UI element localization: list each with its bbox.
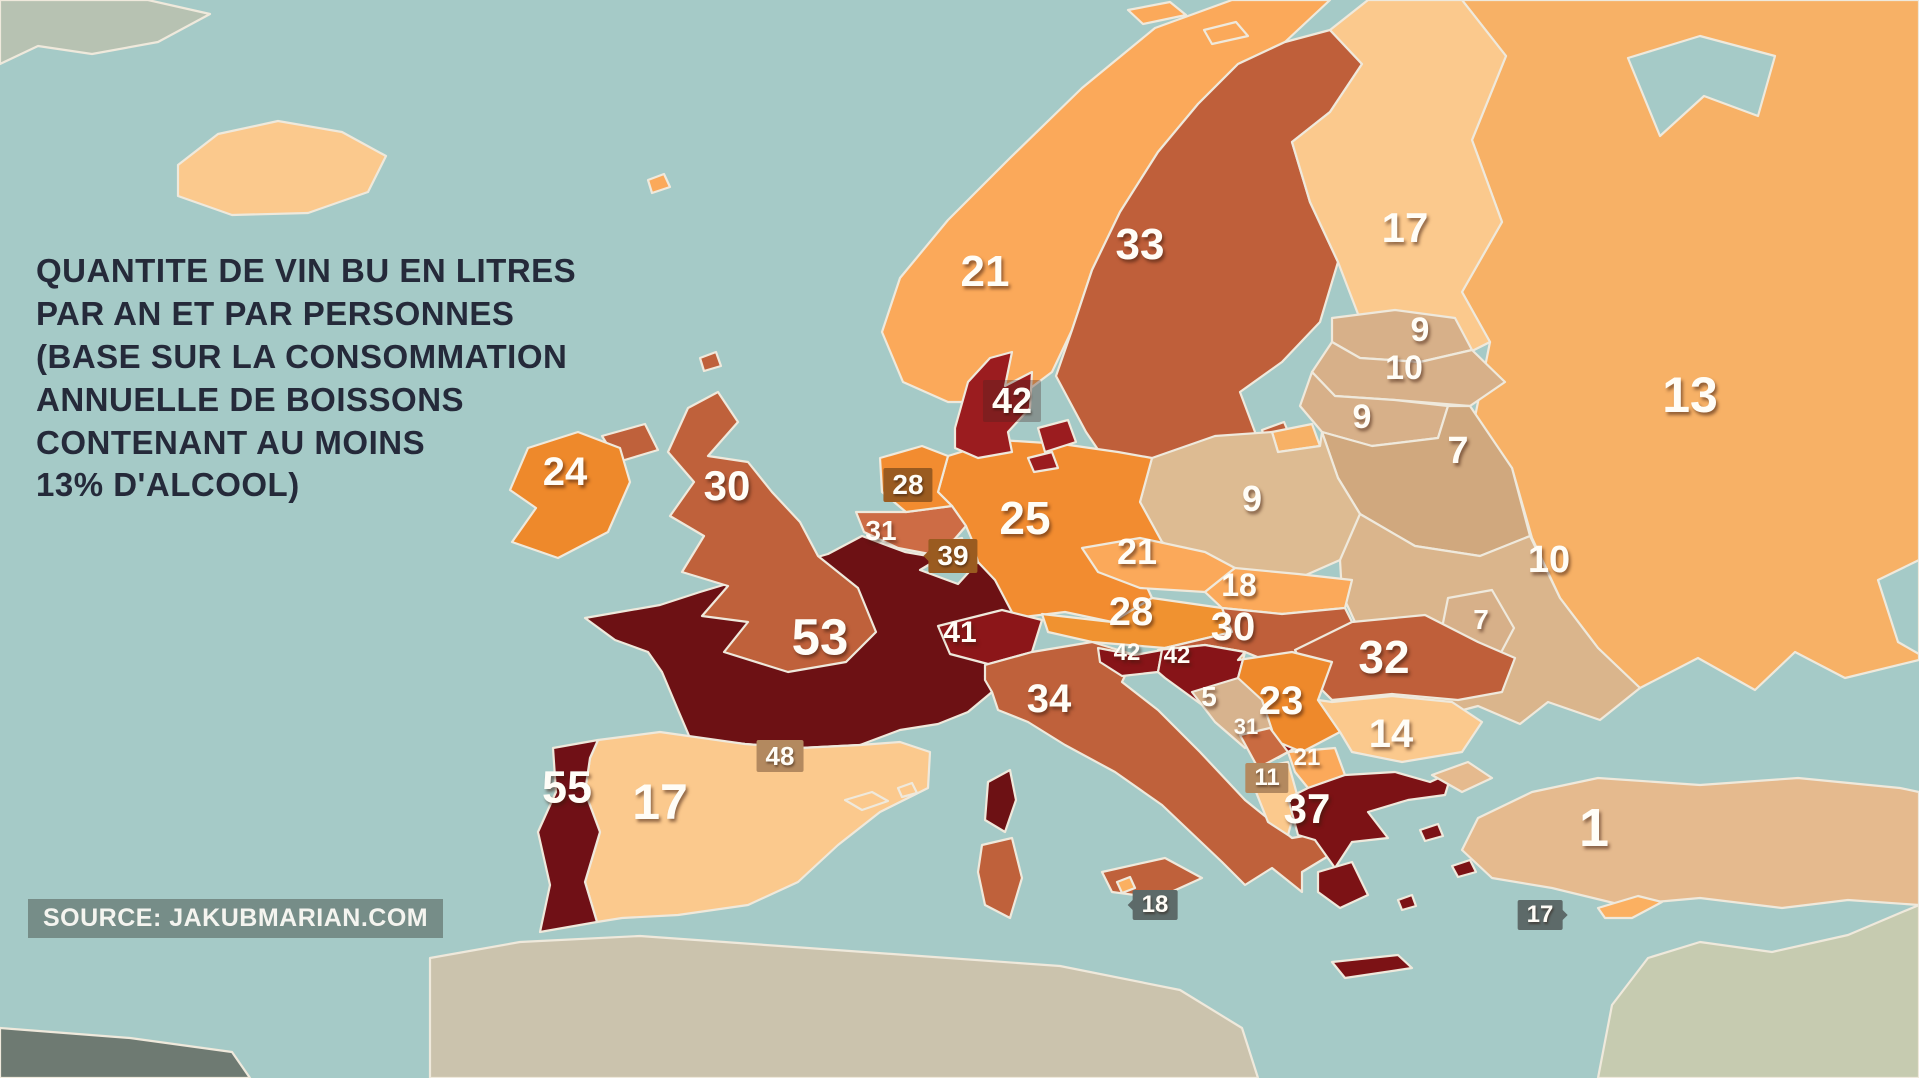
country-iceland[interactable]	[176, 119, 388, 217]
island-crete	[1330, 953, 1414, 980]
label-turkey: 1	[1578, 798, 1610, 858]
island-aegean-2	[1450, 858, 1478, 879]
label-portugal: 55	[541, 761, 593, 813]
label-czechia: 21	[1116, 531, 1158, 572]
source-credit: SOURCE: JAKUBMARIAN.COM	[28, 899, 444, 938]
label-hungary: 30	[1210, 605, 1256, 649]
label-belgium: 31	[865, 515, 897, 546]
label-andorra: 48	[756, 740, 804, 772]
landmass-greenland	[0, 0, 212, 66]
island-sardinia	[976, 836, 1024, 920]
label-latvia: 10	[1385, 349, 1423, 387]
map-title: QUANTITE DE VIN BU EN LITRES PAR AN ET P…	[36, 252, 577, 504]
label-sweden: 33	[1115, 220, 1165, 269]
label-bosnia: 5	[1201, 681, 1217, 712]
white-sea	[1626, 34, 1777, 138]
label-ukraine: 10	[1527, 539, 1571, 581]
label-moldova: 7	[1473, 604, 1489, 635]
country-italy[interactable]	[983, 640, 1337, 894]
label-serbia: 23	[1258, 679, 1304, 723]
label-germany: 25	[999, 492, 1051, 544]
label-netherlands: 28	[883, 468, 933, 502]
label-belarus: 7	[1447, 430, 1469, 472]
island-aegean-1	[1418, 822, 1445, 843]
label-luxembourg: 39	[928, 539, 978, 573]
island-aegean-3	[1396, 893, 1418, 912]
country-cyprus[interactable]	[1596, 894, 1664, 920]
island-menorca	[896, 781, 919, 799]
country-portugal[interactable]	[536, 738, 602, 934]
label-france: 53	[791, 608, 849, 666]
island-svalbard-1	[1126, 0, 1188, 26]
country-uk[interactable]	[666, 390, 878, 674]
label-slovakia: 18	[1221, 567, 1257, 603]
label-switzerland: 41	[943, 616, 977, 649]
island-denmark-funen	[1026, 450, 1060, 474]
label-spain: 17	[632, 774, 688, 830]
island-denmark-zealand	[1036, 418, 1078, 454]
label-ireland: 24	[542, 450, 588, 494]
label-slovenia: 42	[1113, 639, 1141, 666]
label-russia: 13	[1662, 367, 1718, 423]
label-cyprus: 17	[1517, 900, 1563, 930]
country-finland[interactable]	[1290, 0, 1508, 374]
island-faroe	[646, 172, 672, 195]
landmass-middle-east	[1596, 903, 1919, 1078]
label-italy: 34	[1026, 677, 1072, 721]
country-denmark[interactable]	[953, 350, 1034, 460]
label-bulgaria: 14	[1368, 712, 1414, 756]
label-macedonia: 21	[1293, 744, 1321, 771]
label-croatia: 42	[1163, 642, 1191, 669]
landmass-dark-corner	[0, 1026, 252, 1078]
label-poland: 9	[1241, 478, 1263, 519]
label-austria: 28	[1108, 590, 1154, 634]
caspian-sea	[1876, 558, 1919, 656]
island-corsica	[983, 768, 1018, 834]
country-romania[interactable]	[1293, 613, 1517, 702]
island-mallorca	[843, 790, 890, 812]
label-finland: 17	[1381, 204, 1429, 251]
country-bulgaria[interactable]	[1316, 694, 1484, 764]
country-ireland[interactable]	[508, 430, 632, 560]
label-albania: 11	[1245, 763, 1289, 793]
landmass-north-africa	[428, 934, 1260, 1078]
label-norway: 21	[960, 247, 1010, 296]
country-greece[interactable]	[1286, 770, 1454, 870]
country-turkey[interactable]	[1460, 776, 1919, 910]
country-malta[interactable]	[1115, 875, 1137, 895]
label-malta: 18	[1132, 890, 1178, 920]
label-lithuania: 9	[1352, 398, 1372, 436]
label-greece: 37	[1283, 785, 1331, 832]
label-estonia: 9	[1410, 311, 1430, 349]
label-montenegro: 31	[1233, 714, 1259, 739]
island-shetland	[698, 350, 723, 373]
island-svalbard-2	[1202, 20, 1250, 46]
region-turkey-thrace	[1430, 760, 1494, 794]
label-uk: 30	[703, 462, 751, 509]
label-denmark: 42	[982, 380, 1042, 422]
region-peloponnese	[1316, 860, 1370, 910]
label-romania: 32	[1358, 631, 1410, 683]
